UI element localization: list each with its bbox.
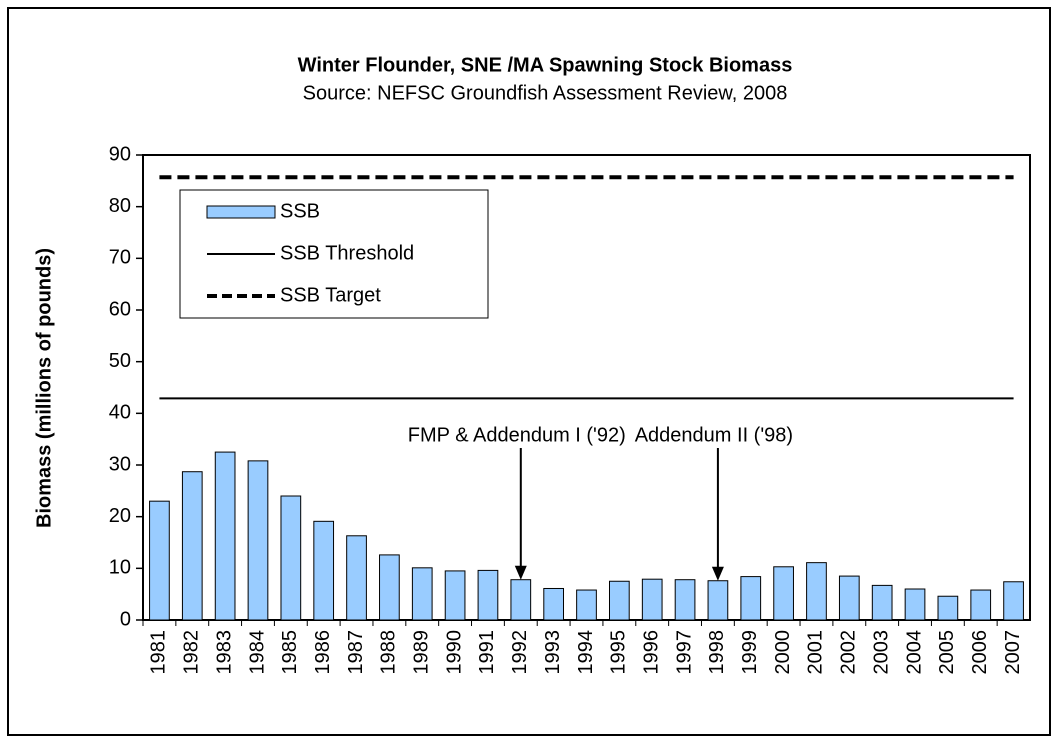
x-tick-label: 2005 (936, 630, 958, 675)
bar (740, 576, 762, 621)
legend-swatch (206, 205, 276, 219)
bar (379, 554, 400, 621)
bar (543, 587, 565, 621)
arrow-head (711, 566, 724, 581)
x-tick-label: 1987 (345, 630, 367, 675)
x-tick-label: 1984 (246, 630, 268, 675)
y-tick-label: 30 (109, 453, 131, 475)
y-tick-label: 0 (120, 608, 131, 630)
bar (576, 589, 597, 621)
annotation: Addendum II ('98) (635, 424, 793, 446)
bar (707, 580, 729, 621)
x-tick-label: 1999 (739, 630, 761, 675)
x-tick-label: 1985 (279, 630, 301, 675)
y-tick-label: 80 (109, 195, 131, 217)
x-tick-label: 1994 (575, 630, 597, 675)
y-tick-label: 60 (109, 298, 131, 320)
x-tick-label: 1988 (378, 630, 400, 675)
bar (773, 566, 794, 621)
y-axis-label: Biomass (millions of pounds) (33, 248, 55, 528)
bar (510, 579, 532, 621)
y-tick-label: 10 (109, 557, 131, 579)
legend-label: SSB (280, 200, 320, 222)
x-tick-label: 1982 (181, 630, 203, 675)
x-tick-label: 1989 (411, 630, 433, 675)
x-tick-label: 2003 (870, 630, 892, 675)
x-tick-label: 1986 (312, 630, 334, 675)
x-tick-label: 2006 (969, 630, 991, 675)
bar (280, 495, 302, 621)
annotation: FMP & Addendum I ('92) (408, 424, 626, 446)
y-tick-label: 40 (109, 402, 131, 424)
x-tick-label: 1991 (476, 630, 498, 675)
chart-subtitle: Source: NEFSC Groundfish Assessment Revi… (303, 82, 788, 104)
x-tick-label: 1996 (640, 630, 662, 675)
y-tick-label: 90 (109, 143, 131, 165)
bar (608, 580, 630, 621)
bar (444, 570, 466, 621)
x-tick-label: 1997 (673, 630, 695, 675)
bar (247, 460, 269, 621)
arrow-head (514, 565, 527, 580)
x-tick-label: 2001 (805, 630, 827, 675)
y-tick-label: 50 (109, 350, 131, 372)
bar (411, 567, 433, 621)
x-tick-label: 2002 (838, 630, 860, 675)
legend-label: SSB Target (280, 284, 381, 306)
x-tick-label: 1990 (443, 630, 465, 675)
x-tick-label: 1998 (706, 630, 728, 675)
bar (904, 588, 926, 621)
x-tick-label: 1983 (213, 630, 235, 675)
bar (871, 584, 893, 621)
y-tick-label: 70 (109, 247, 131, 269)
bar (346, 535, 367, 621)
x-tick-label: 2007 (1002, 630, 1024, 675)
bar (970, 589, 992, 621)
x-tick-label: 1981 (148, 630, 170, 675)
bar (674, 579, 696, 621)
x-tick-label: 2000 (772, 630, 794, 675)
bar (1003, 581, 1024, 621)
bar (806, 562, 827, 621)
bar (181, 471, 203, 621)
x-tick-label: 1995 (608, 630, 630, 675)
bar (149, 500, 170, 621)
legend-label: SSB Threshold (280, 242, 414, 264)
bar (838, 575, 860, 621)
x-tick-label: 1993 (542, 630, 564, 675)
bar (477, 569, 499, 621)
y-tick-label: 20 (109, 505, 131, 527)
x-tick-label: 1992 (509, 630, 531, 675)
chart-title: Winter Flounder, SNE /MA Spawning Stock … (298, 54, 793, 76)
bar (214, 451, 236, 621)
bar (937, 595, 959, 621)
bar (313, 520, 335, 621)
bar (641, 578, 663, 621)
x-tick-label: 2004 (903, 630, 925, 675)
